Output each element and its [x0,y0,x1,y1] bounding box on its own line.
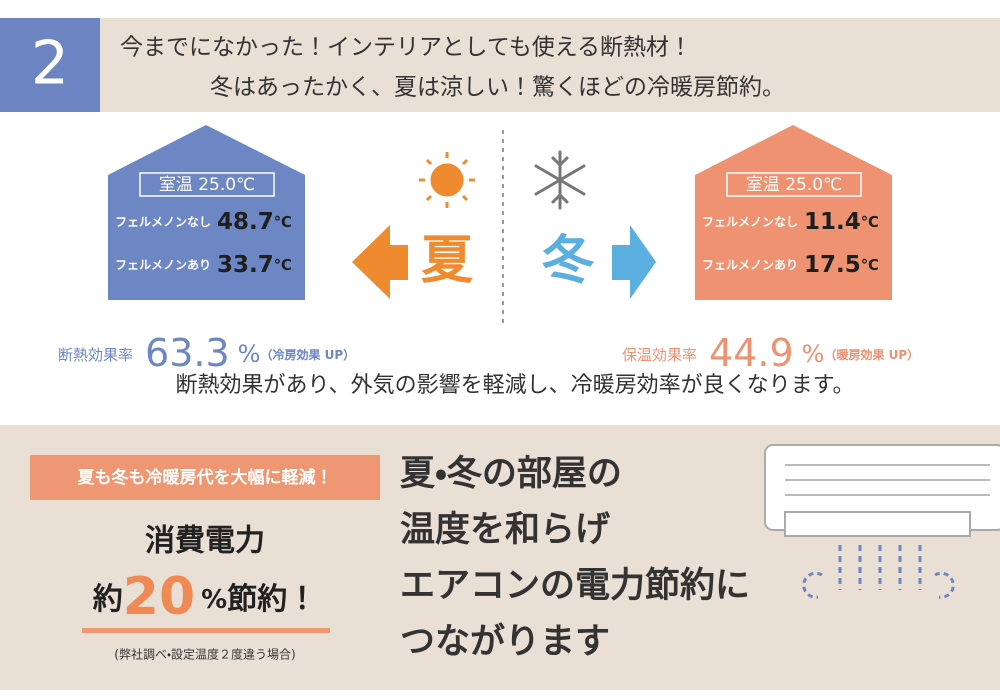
savings-amount: 約20 %節約！ [93,567,317,627]
savings-title: 消費電力 [145,524,265,559]
underline [82,628,330,633]
winter-label: 冬 [542,231,595,291]
sun-icon [419,152,475,208]
banner-text: 夏も冬も冷暖房代を大幅に軽減！ [78,467,333,488]
row-value: 33.7 [217,252,274,278]
temp-row: フェルメノンあり 33.7℃ [115,252,292,278]
row-value: 17.5 [804,252,861,278]
savings-value: 20 [123,567,195,627]
row-unit: ℃ [861,256,879,274]
arrow-left [352,225,408,299]
savings-note: (弊社調べ・設定温度２度違う場合) [114,647,295,662]
effect-label: 断熱効果率 [58,346,133,364]
row-label: フェルメノンなし [115,215,211,229]
message-line: つながります [400,622,610,662]
row-value: 11.4 [804,209,861,235]
effect-value: 44.9 [709,331,794,375]
temp-row: フェルメノンなし 48.7℃ [115,209,292,235]
effect-rate: 保温効果率 44.9 %（暖房効果 UP） [622,331,919,375]
room-temp-box [726,172,862,197]
winter-house [695,125,892,300]
number-box [0,18,100,112]
row-unit: ℃ [274,256,292,274]
header-band [0,18,1000,112]
room-temp: 室温 25.0℃ [746,175,842,195]
header-line: 冬はあったかく、夏は涼しい！驚くほどの冷暖房節約。 [210,75,785,101]
arrow-right [612,225,656,299]
effect-note: （暖房効果 UP） [824,347,919,362]
row-value: 48.7 [217,209,274,235]
temp-row: フェルメノンあり 17.5℃ [702,252,879,278]
temp-row: フェルメノンなし 11.4℃ [702,209,879,235]
aircon-icon [764,444,1000,599]
savings-unit: % [201,585,227,615]
effect-label: 保温効果率 [622,346,697,364]
section-number: 2 [31,29,69,99]
room-temp: 室温 25.0℃ [159,175,255,195]
row-label: フェルメノンあり [702,258,798,272]
banner [30,455,380,500]
room-temp-box [139,172,275,197]
savings-prefix: 約 [93,582,123,617]
row-unit: ℃ [861,213,879,231]
summary: 断熱効果があり、外気の影響を軽減し、冷暖房効率が良くなります。 [176,373,855,398]
effect-rate: 断熱効果率 63.3 %（冷房効果 UP） [58,331,355,375]
summer-house [108,125,305,300]
effect-value: 63.3 [145,331,230,375]
summer-label: 夏 [421,231,474,291]
effect-unit: % [238,340,261,368]
savings-suffix: 節約！ [227,582,317,617]
row-label: フェルメノンなし [702,215,798,229]
row-label: フェルメノンあり [115,258,211,272]
row-unit: ℃ [274,213,292,231]
header-line: 今までになかった！インテリアとしても使える断熱材！ [120,35,692,61]
effect-note: （冷房効果 UP） [260,347,355,362]
message-line: 温度を和らげ [400,510,610,550]
message-line: エアコンの電力節約に [400,566,750,606]
snowflake-icon [534,150,586,210]
message-line: 夏・冬の部屋の [400,454,622,494]
effect-unit: % [802,340,825,368]
